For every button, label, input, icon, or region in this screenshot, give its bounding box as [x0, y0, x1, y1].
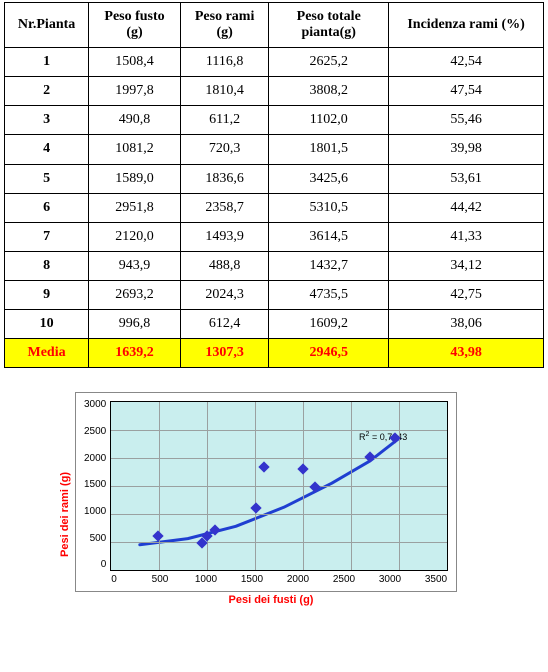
cell-totale: 1102,0 [269, 106, 389, 135]
cell-totale: 1609,2 [269, 310, 389, 339]
cell-incidenza: 34,12 [389, 251, 544, 280]
chart-frame: 300025002000150010005000 R2 = 0,7943 050… [75, 392, 457, 592]
cell-incidenza: 42,54 [389, 48, 544, 77]
cell-totale: 4735,5 [269, 280, 389, 309]
table-row-media: Media1639,21307,32946,543,98 [5, 339, 544, 368]
cell-fusto: 1081,2 [89, 135, 181, 164]
cell-incidenza: 44,42 [389, 193, 544, 222]
cell-nr: 3 [5, 106, 89, 135]
table-row: 10996,8612,41609,238,06 [5, 310, 544, 339]
cell-rami: 1493,9 [180, 222, 268, 251]
table-row: 3490,8611,21102,055,46 [5, 106, 544, 135]
cell-totale: 1801,5 [269, 135, 389, 164]
table-row: 92693,22024,34735,542,75 [5, 280, 544, 309]
cell-nr: 5 [5, 164, 89, 193]
cell-fusto: 996,8 [89, 310, 181, 339]
chart-yticks: 300025002000150010005000 [84, 401, 106, 569]
cell-media-rami: 1307,3 [180, 339, 268, 368]
chart-xticks: 0500100015002000250030003500 [102, 574, 448, 585]
cell-totale: 3425,6 [269, 164, 389, 193]
cell-rami: 720,3 [180, 135, 268, 164]
cell-media-label: Media [5, 339, 89, 368]
cell-nr: 9 [5, 280, 89, 309]
cell-rami: 2358,7 [180, 193, 268, 222]
cell-fusto: 1589,0 [89, 164, 181, 193]
cell-incidenza: 38,06 [389, 310, 544, 339]
cell-nr: 4 [5, 135, 89, 164]
scatter-chart: Pesi dei rami (g) 3000250020001500100050… [59, 392, 489, 606]
cell-incidenza: 47,54 [389, 77, 544, 106]
table-row: 72120,01493,93614,541,33 [5, 222, 544, 251]
col-header-fusto: Peso fusto (g) [89, 3, 181, 48]
cell-rami: 1836,6 [180, 164, 268, 193]
cell-totale: 5310,5 [269, 193, 389, 222]
cell-nr: 6 [5, 193, 89, 222]
cell-fusto: 2120,0 [89, 222, 181, 251]
cell-totale: 3614,5 [269, 222, 389, 251]
table-row: 8943,9488,81432,734,12 [5, 251, 544, 280]
cell-fusto: 2951,8 [89, 193, 181, 222]
col-header-totale: Peso totale pianta(g) [269, 3, 389, 48]
cell-nr: 8 [5, 251, 89, 280]
cell-incidenza: 39,98 [389, 135, 544, 164]
table-header-row: Nr.Pianta Peso fusto (g) Peso rami (g) P… [5, 3, 544, 48]
cell-rami: 1116,8 [180, 48, 268, 77]
table-row: 62951,82358,75310,544,42 [5, 193, 544, 222]
table-row: 41081,2720,31801,539,98 [5, 135, 544, 164]
plant-data-table: Nr.Pianta Peso fusto (g) Peso rami (g) P… [4, 2, 544, 368]
cell-incidenza: 41,33 [389, 222, 544, 251]
cell-fusto: 490,8 [89, 106, 181, 135]
cell-fusto: 943,9 [89, 251, 181, 280]
cell-rami: 2024,3 [180, 280, 268, 309]
table-row: 51589,01836,63425,653,61 [5, 164, 544, 193]
chart-ylabel: Pesi dei rami (g) [59, 442, 71, 557]
cell-rami: 488,8 [180, 251, 268, 280]
table-row: 11508,41116,82625,242,54 [5, 48, 544, 77]
table-row: 21997,81810,43808,247,54 [5, 77, 544, 106]
chart-plot-area: R2 = 0,7943 [110, 401, 448, 571]
cell-totale: 2625,2 [269, 48, 389, 77]
col-header-incidenza: Incidenza rami (%) [389, 3, 544, 48]
cell-incidenza: 42,75 [389, 280, 544, 309]
cell-incidenza: 53,61 [389, 164, 544, 193]
col-header-nr: Nr.Pianta [5, 3, 89, 48]
cell-totale: 1432,7 [269, 251, 389, 280]
cell-nr: 1 [5, 48, 89, 77]
cell-media-totale: 2946,5 [269, 339, 389, 368]
cell-nr: 7 [5, 222, 89, 251]
cell-fusto: 2693,2 [89, 280, 181, 309]
col-header-rami: Peso rami (g) [180, 3, 268, 48]
cell-media-fusto: 1639,2 [89, 339, 181, 368]
cell-nr: 2 [5, 77, 89, 106]
cell-fusto: 1997,8 [89, 77, 181, 106]
cell-rami: 612,4 [180, 310, 268, 339]
cell-totale: 3808,2 [269, 77, 389, 106]
chart-xlabel: Pesi dei fusti (g) [103, 594, 439, 606]
cell-nr: 10 [5, 310, 89, 339]
cell-rami: 611,2 [180, 106, 268, 135]
cell-rami: 1810,4 [180, 77, 268, 106]
cell-incidenza: 55,46 [389, 106, 544, 135]
cell-fusto: 1508,4 [89, 48, 181, 77]
cell-media-incidenza: 43,98 [389, 339, 544, 368]
